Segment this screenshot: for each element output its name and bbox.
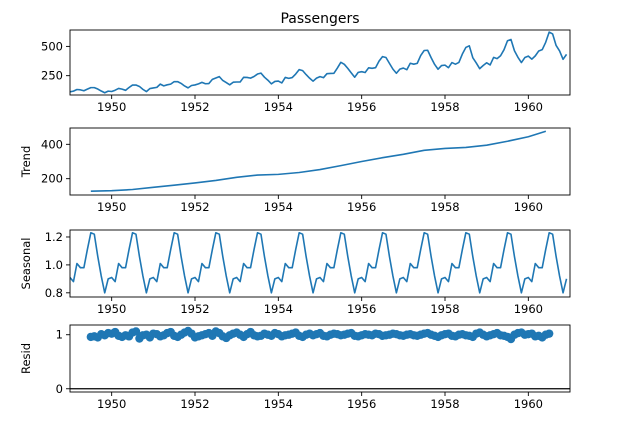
y-tick-label: 0 [56,382,63,396]
x-tick-label: 1956 [347,302,376,316]
x-tick-label: 1954 [264,397,293,411]
axes-frame [69,127,571,196]
subplot-3: 1950 1952 1954 1956 1958 1960 0.8 1.0 1.2 Seasona… [19,229,571,316]
subplot-2: 1950 1952 1954 1956 1958 1960 200 400 Trend [19,127,571,214]
y-tick-label: 250 [41,69,63,83]
x-tick-label: 1952 [180,397,209,411]
x-tick-label: 1960 [514,397,543,411]
resid-point [544,329,554,338]
x-tick-label: 1960 [514,100,543,114]
y-axis-label: Seasonal [19,238,33,290]
x-tick-label: 1950 [97,397,126,411]
x-tick-label: 1950 [97,200,126,214]
x-tick-label: 1960 [514,302,543,316]
trend-line [90,130,547,193]
subplot-1: 1950 1952 1954 1956 1958 1960 250 500 Passengers [41,11,571,114]
y-tick-label: 1.0 [45,258,63,272]
y-tick-label: 200 [41,172,63,186]
y-tick-label: 0.8 [45,286,63,300]
x-tick-label: 1956 [347,200,376,214]
subplot-4: 1950 1952 1954 1956 1958 1960 0 1 Resid [19,324,571,411]
passengers-line [70,31,568,94]
axes-frame [69,324,571,393]
x-tick-label: 1952 [180,200,209,214]
x-tick-label: 1956 [347,100,376,114]
y-tick-label: 1 [56,328,63,342]
y-tick-label: 500 [41,39,63,53]
y-axis-label: Trend [19,146,33,178]
chart-title: Passengers [280,11,359,27]
x-tick-label: 1950 [97,302,126,316]
x-tick-label: 1954 [264,302,293,316]
seasonal-line [70,231,568,294]
x-tick-label: 1954 [264,100,293,114]
axes-frame [69,29,571,96]
x-tick-label: 1954 [264,200,293,214]
x-tick-label: 1950 [97,100,126,114]
y-axis-label: Resid [19,343,33,374]
x-tick-label: 1960 [514,200,543,214]
y-tick-label: 400 [41,137,63,151]
x-tick-label: 1958 [430,397,459,411]
x-tick-label: 1958 [430,200,459,214]
resid-point [131,327,141,336]
x-tick-label: 1958 [430,100,459,114]
x-tick-label: 1952 [180,302,209,316]
x-tick-label: 1958 [430,302,459,316]
resid-points [86,326,554,344]
y-tick-label: 1.2 [45,230,63,244]
x-tick-label: 1956 [347,397,376,411]
x-tick-label: 1952 [180,100,209,114]
axes-frame [69,229,571,298]
